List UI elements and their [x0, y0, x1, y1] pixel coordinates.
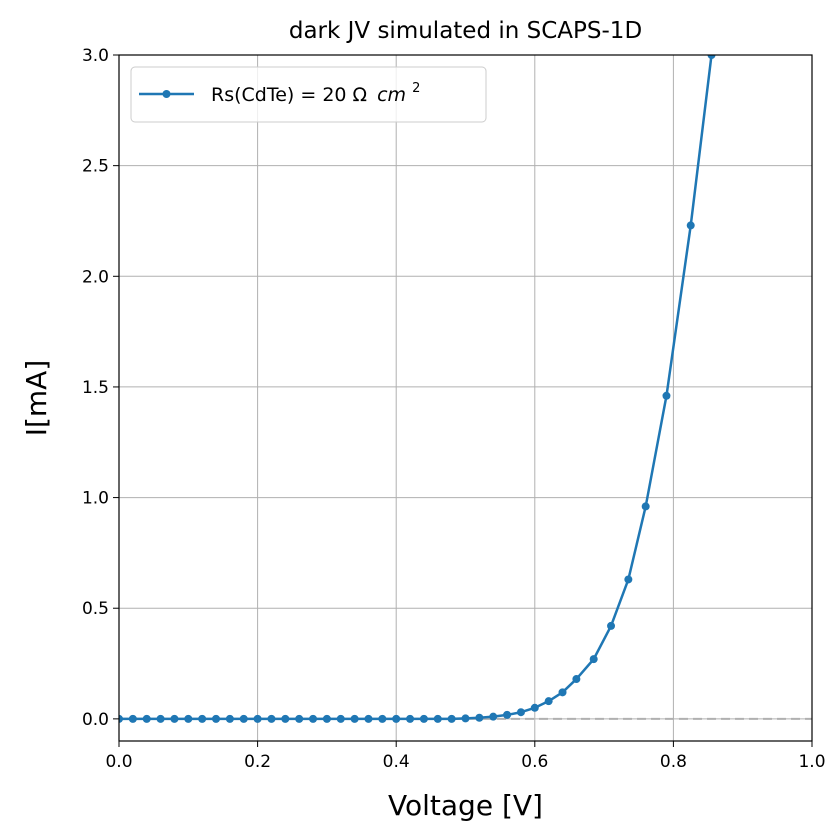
x-tick-label: 0.2 — [244, 752, 271, 772]
data-point — [419, 714, 428, 723]
data-point — [225, 714, 234, 723]
data-point — [433, 714, 442, 723]
data-point — [239, 714, 248, 723]
data-point — [392, 714, 401, 723]
y-axis-label: I[mA] — [20, 360, 53, 437]
y-tick-label: 1.5 — [82, 378, 109, 398]
data-point — [503, 710, 512, 719]
legend-marker-sample — [162, 90, 171, 98]
x-tick-label: 1.0 — [798, 752, 825, 772]
x-tick-label: 0.6 — [521, 752, 548, 772]
data-point — [309, 714, 318, 723]
data-point — [350, 714, 359, 723]
data-point — [589, 655, 598, 664]
data-point — [530, 703, 539, 712]
axes-frame — [118, 54, 813, 742]
data-point — [295, 714, 304, 723]
y-tick-label: 0.0 — [82, 710, 109, 730]
data-point — [558, 688, 567, 697]
y-axis-ticks: 0.0 0.5 1.0 1.5 2.0 2.5 3.0 — [82, 46, 119, 730]
data-point — [184, 714, 193, 723]
data-point — [516, 708, 525, 717]
data-point — [378, 714, 387, 723]
data-point — [662, 391, 671, 400]
x-axis-ticks: 0.0 0.2 0.4 0.6 0.8 1.0 — [105, 741, 826, 772]
x-axis-label: Voltage [V] — [388, 789, 543, 822]
data-point — [461, 714, 470, 723]
data-point — [447, 714, 456, 723]
legend-label-exponent: 2 — [412, 81, 420, 96]
x-tick-label: 0.8 — [660, 752, 687, 772]
data-point — [544, 697, 553, 706]
legend-box — [130, 66, 487, 123]
data-point — [212, 714, 221, 723]
legend-entry: Rs(CdTe) = 20 Ω cm 2 — [211, 81, 420, 106]
y-tick-label: 1.0 — [82, 489, 109, 509]
data-point — [253, 714, 262, 723]
y-tick-label: 2.5 — [82, 157, 109, 177]
plot-area — [119, 55, 716, 723]
legend: Rs(CdTe) = 20 Ω cm 2 — [130, 66, 487, 123]
y-tick-label: 2.0 — [82, 267, 109, 287]
data-point — [707, 55, 716, 59]
data-point — [267, 714, 276, 723]
data-point — [686, 221, 695, 230]
data-point — [572, 675, 581, 684]
data-point — [475, 713, 484, 722]
legend-label-prefix: Rs(CdTe) = 20 Ω — [211, 84, 367, 106]
data-point — [489, 712, 498, 721]
data-point — [641, 502, 650, 511]
data-point — [322, 714, 331, 723]
x-tick-label: 0.4 — [383, 752, 410, 772]
data-point — [364, 714, 373, 723]
data-point — [198, 714, 207, 723]
legend-label-unit: cm — [377, 84, 406, 106]
data-point — [119, 714, 123, 723]
chart-title: dark JV simulated in SCAPS-1D — [289, 18, 642, 44]
y-tick-label: 0.5 — [82, 599, 109, 619]
data-point — [281, 714, 290, 723]
data-point — [406, 714, 415, 723]
data-point — [156, 714, 165, 723]
y-tick-label: 3.0 — [82, 46, 109, 66]
data-point — [170, 714, 179, 723]
data-point — [607, 621, 616, 630]
series-layer — [119, 55, 716, 723]
x-tick-label: 0.0 — [105, 752, 132, 772]
data-point — [624, 575, 633, 584]
data-point — [142, 714, 151, 723]
data-point — [336, 714, 345, 723]
data-point — [128, 714, 137, 723]
